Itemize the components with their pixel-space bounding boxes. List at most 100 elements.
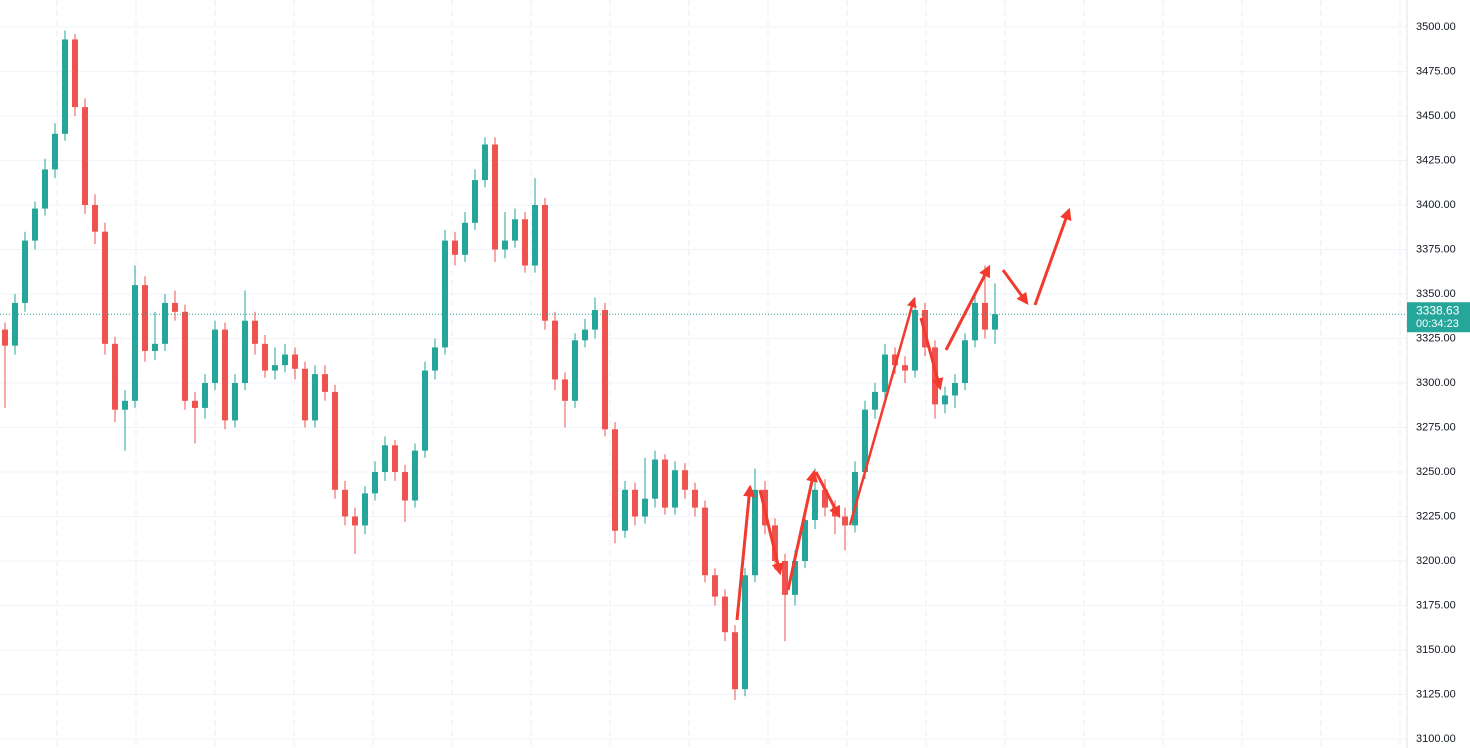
candle-body (962, 340, 968, 383)
candle-body (332, 391, 338, 490)
candle-body (642, 498, 648, 517)
candle-body (942, 395, 948, 405)
arrow (919, 317, 944, 391)
annotations (735, 207, 1072, 621)
y-tick-label: 3225.00 (1416, 510, 1456, 522)
y-tick-label: 3475.00 (1416, 65, 1456, 77)
candle-body (632, 489, 638, 517)
candle-body (342, 489, 348, 517)
y-tick-label: 3275.00 (1416, 421, 1456, 433)
candle-body (382, 445, 388, 472)
candle-body (22, 240, 28, 303)
candle-body (472, 180, 478, 223)
candle-body (142, 285, 148, 351)
candle-body (492, 144, 498, 250)
candle-body (242, 320, 248, 383)
candle-body (912, 310, 918, 371)
candle-body (622, 489, 628, 531)
candle-body (572, 340, 578, 401)
candle-body (562, 379, 568, 401)
candle-body (792, 561, 798, 595)
candle-body (662, 459, 668, 508)
candle-body (522, 219, 528, 266)
candle-body (802, 520, 808, 561)
candle-body (72, 39, 78, 108)
candle-body (282, 354, 288, 366)
arrow (735, 484, 756, 621)
y-tick-label: 3375.00 (1416, 243, 1456, 255)
candle-body (432, 347, 438, 371)
candle-body (932, 347, 938, 405)
candle-body (552, 320, 558, 380)
candle-body (782, 561, 788, 595)
candle-body (272, 365, 278, 371)
arrow (758, 489, 784, 576)
candle-body (702, 507, 708, 576)
candle-body (742, 575, 748, 690)
y-tick-label: 3450.00 (1416, 110, 1456, 122)
candle-body (122, 400, 128, 410)
arrow (786, 469, 818, 591)
last-price-label: 3338.63 (1416, 303, 1460, 317)
candle-body (612, 429, 618, 531)
candle-body (92, 205, 98, 232)
candle-body (712, 575, 718, 597)
candle-body (42, 169, 48, 209)
last-price-tag (1407, 302, 1470, 333)
y-tick-label: 3350.00 (1416, 288, 1456, 300)
candle-body (502, 240, 508, 250)
candle-body (372, 472, 378, 494)
candle-body (392, 445, 398, 472)
candle-body (812, 489, 818, 521)
y-tick-label: 3125.00 (1416, 688, 1456, 700)
candle-body (102, 231, 108, 344)
arrow (1033, 207, 1072, 306)
y-tick-label: 3100.00 (1416, 733, 1456, 745)
candle-body (882, 354, 888, 392)
candle-body (592, 310, 598, 330)
candle-body (842, 516, 848, 526)
candle-body (2, 329, 8, 346)
candle-body (52, 133, 58, 170)
candle-body (902, 365, 908, 371)
y-tick-label: 3250.00 (1416, 466, 1456, 478)
grid (0, 0, 1407, 748)
candle-body (512, 219, 518, 241)
candle-body (482, 144, 488, 181)
arrow (814, 471, 841, 519)
arrow (1001, 269, 1029, 305)
candle-body (82, 107, 88, 205)
candle-body (322, 374, 328, 392)
candle-body (672, 470, 678, 508)
candle-body (722, 596, 728, 633)
candle-body (982, 302, 988, 330)
candle-body (292, 354, 298, 369)
candle-body (952, 383, 958, 396)
candle-body (992, 314, 998, 330)
candle-body (262, 343, 268, 371)
y-tick-label: 3300.00 (1416, 377, 1456, 389)
candle-body (112, 343, 118, 410)
candle-body (202, 383, 208, 408)
candle-body (222, 329, 228, 421)
y-tick-label: 3200.00 (1416, 555, 1456, 567)
candle-body (532, 205, 538, 266)
y-tick-label: 3175.00 (1416, 599, 1456, 611)
y-tick-label: 3425.00 (1416, 154, 1456, 166)
candle-body (972, 302, 978, 341)
candle-body (152, 343, 158, 351)
candle-body (752, 489, 758, 576)
candle-body (62, 39, 68, 134)
y-tick-label: 3400.00 (1416, 199, 1456, 211)
candle-body (422, 370, 428, 451)
candle-body (12, 302, 18, 346)
candle-body (462, 222, 468, 255)
candle-body (852, 472, 858, 526)
y-tick-label: 3150.00 (1416, 644, 1456, 656)
candle-body (452, 240, 458, 255)
candles (0, 30, 1407, 700)
candle-body (132, 285, 138, 401)
candle-body (862, 409, 868, 472)
candle-body (232, 383, 238, 421)
candle-body (352, 516, 358, 526)
